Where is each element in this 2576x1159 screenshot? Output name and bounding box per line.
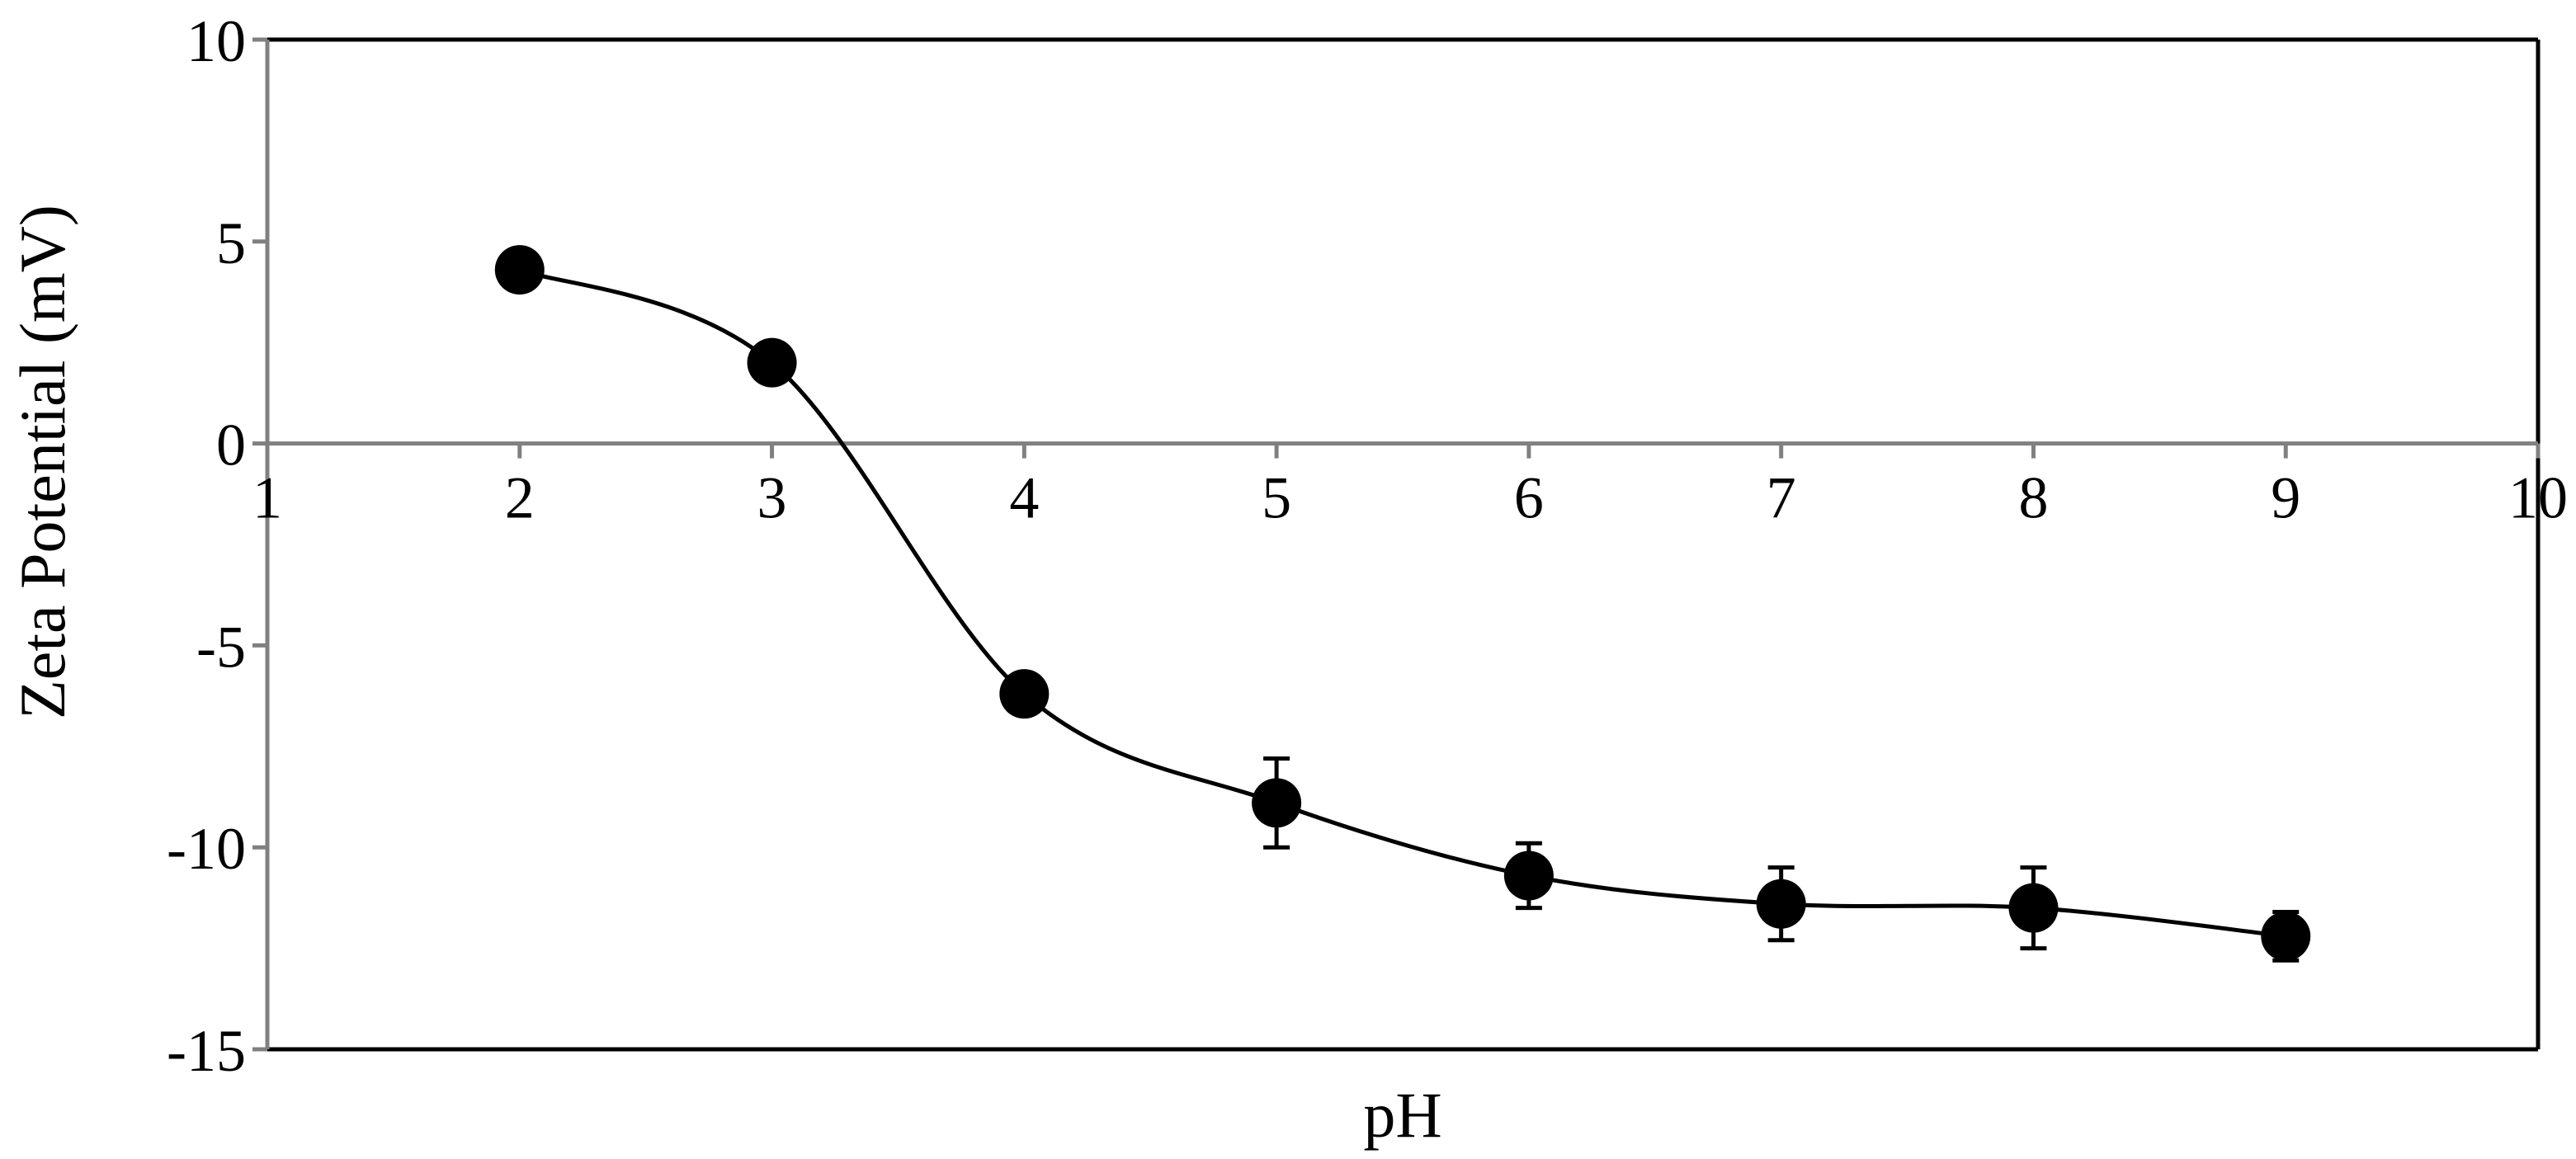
data-point xyxy=(2008,883,2059,933)
y-tick-label: -15 xyxy=(167,1018,246,1084)
data-point xyxy=(747,337,797,388)
data-point xyxy=(1252,778,1302,828)
x-tick-label: 2 xyxy=(505,465,535,531)
x-tick-label: 6 xyxy=(1514,465,1544,531)
y-tick-label: -5 xyxy=(196,614,246,680)
series-line-layer xyxy=(518,267,2286,939)
y-tick-label: 0 xyxy=(216,412,246,478)
x-tick-label: 1 xyxy=(252,465,282,531)
y-axis-title: Zeta Potential (mV) xyxy=(7,205,78,719)
data-points-layer xyxy=(494,245,2311,963)
data-point xyxy=(1756,879,1806,929)
y-tick-label: -10 xyxy=(167,816,246,882)
x-tick-label: 5 xyxy=(1262,465,1291,531)
axes-layer xyxy=(252,37,2541,1052)
x-tick-label: 4 xyxy=(1009,465,1039,531)
data-point xyxy=(999,669,1050,719)
x-tick-label: 7 xyxy=(1767,465,1796,531)
data-point xyxy=(2261,911,2311,961)
tick-labels-layer: 1 2 3 4 5 6 7 8 9 10 10 5 0 -5 -10 -15 xyxy=(167,8,2568,1084)
x-tick-label: 9 xyxy=(2271,465,2300,531)
y-tick-label: 5 xyxy=(216,210,246,276)
x-tick-label: 10 xyxy=(2508,465,2568,531)
series-curve xyxy=(518,267,2286,939)
data-point xyxy=(1503,850,1554,901)
data-point xyxy=(494,245,545,295)
x-axis-title: pH xyxy=(1363,1079,1441,1151)
x-tick-label: 8 xyxy=(2018,465,2048,531)
x-tick-label: 3 xyxy=(757,465,787,531)
y-tick-label: 10 xyxy=(186,8,246,74)
